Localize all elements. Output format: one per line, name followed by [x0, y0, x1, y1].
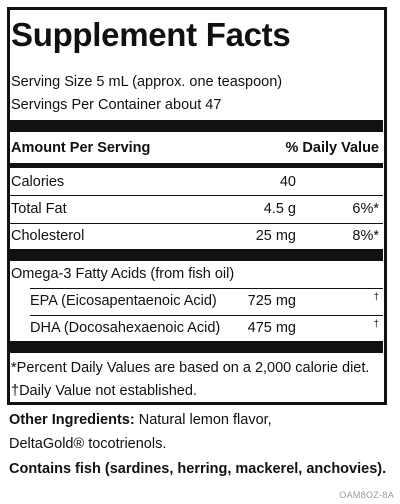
product-code: OAM8OZ-8A: [339, 490, 394, 500]
total-fat-dv: 6%*: [352, 201, 379, 217]
other-ingredients-line1: Natural lemon flavor,: [134, 412, 272, 428]
dha-label: DHA (Docosahexaenoic Acid): [30, 320, 221, 336]
serving-size: Serving Size 5 mL (approx. one teaspoon): [11, 74, 283, 90]
panel-title: Supplement Facts: [11, 16, 291, 53]
row-divider: [30, 288, 383, 289]
calories-amount: 40: [279, 174, 296, 190]
cholesterol-amount: 25 mg: [255, 228, 296, 244]
row-divider: [30, 315, 383, 316]
row-divider: [10, 223, 383, 224]
allergen-statement: Contains fish (sardines, herring, macker…: [9, 461, 387, 477]
percent-daily-value-footnote: *Percent Daily Values are based on a 2,0…: [11, 360, 370, 376]
other-ingredients: Other Ingredients: Natural lemon flavor,: [9, 412, 272, 428]
daily-value-header: % Daily Value: [285, 140, 380, 156]
thick-divider-bottom: [10, 341, 383, 353]
other-ingredients-label: Other Ingredients:: [9, 412, 135, 428]
epa-label: EPA (Eicosapentaenoic Acid): [30, 293, 217, 309]
servings-per-container: Servings Per Container about 47: [11, 97, 222, 113]
cholesterol-label: Cholesterol: [11, 228, 85, 244]
other-ingredients-line2: DeltaGold® tocotrienols.: [9, 436, 167, 452]
total-fat-label: Total Fat: [11, 201, 67, 217]
dagger-footnote: †Daily Value not established.: [11, 383, 197, 399]
medium-divider: [10, 163, 383, 168]
calories-label: Calories: [11, 174, 65, 190]
omega-3-heading: Omega-3 Fatty Acids (from fish oil): [11, 266, 235, 282]
cholesterol-dv: 8%*: [352, 228, 379, 244]
epa-amount: 725 mg: [247, 293, 296, 309]
amount-per-serving-header: Amount Per Serving: [11, 140, 151, 156]
dha-amount: 475 mg: [247, 320, 296, 336]
supplement-facts-panel: [7, 7, 387, 405]
epa-dv-dagger: †: [373, 292, 379, 303]
total-fat-amount: 4.5 g: [263, 201, 296, 217]
thick-divider-middle: [10, 249, 383, 261]
row-divider: [10, 195, 383, 196]
dha-dv-dagger: †: [373, 319, 379, 330]
thick-divider-top: [10, 120, 383, 132]
